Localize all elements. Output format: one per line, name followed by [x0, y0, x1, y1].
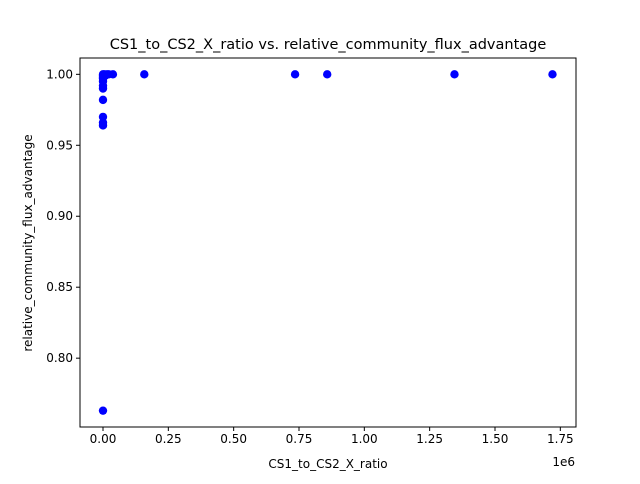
- x-tick-label: 0.75: [286, 432, 313, 446]
- y-axis-label: relative_community_flux_advantage: [21, 134, 35, 351]
- data-point: [140, 70, 149, 79]
- x-tick-label: 0.25: [155, 432, 182, 446]
- y-tick-label: 1.00: [46, 67, 73, 81]
- chart-title: CS1_to_CS2_X_ratio vs. relative_communit…: [110, 37, 547, 53]
- data-point: [108, 70, 118, 79]
- x-axis-ticks: 0.00 0.25 0.50 0.75 1.00 1.25 1.50 1.75: [90, 427, 574, 446]
- x-tick-label: 1.00: [351, 432, 378, 446]
- data-points: [98, 70, 557, 415]
- plot-area-frame: [79, 57, 577, 428]
- y-tick-label: 0.95: [46, 138, 73, 152]
- x-tick-label: 1.25: [416, 432, 443, 446]
- y-axis-ticks: 0.80 0.85 0.90 0.95 1.00: [46, 67, 80, 365]
- y-tick-label: 0.80: [46, 351, 73, 365]
- data-point: [323, 70, 332, 79]
- y-tick-label: 0.85: [46, 280, 73, 294]
- data-point: [450, 70, 459, 79]
- data-point: [98, 84, 108, 93]
- data-point: [98, 121, 108, 130]
- data-point: [98, 95, 108, 105]
- data-point: [290, 70, 300, 79]
- data-point: [548, 70, 557, 79]
- x-tick-label: 0.00: [90, 432, 117, 446]
- y-tick-label: 0.90: [46, 209, 73, 223]
- x-axis-offset-label: 1e6: [552, 455, 575, 469]
- x-tick-label: 0.50: [220, 432, 247, 446]
- x-tick-label: 1.50: [482, 432, 509, 446]
- x-axis-label: CS1_to_CS2_X_ratio: [268, 457, 387, 471]
- x-tick-label: 1.75: [547, 432, 574, 446]
- data-point: [98, 406, 108, 415]
